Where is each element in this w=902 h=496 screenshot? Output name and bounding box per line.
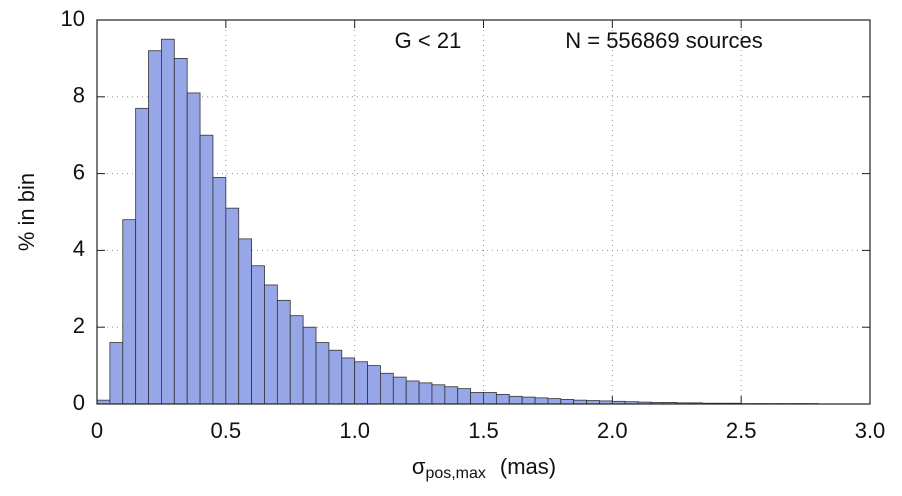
bar <box>252 266 265 404</box>
bar <box>393 377 406 404</box>
annotation: N = 556869 sources <box>565 28 763 53</box>
x-tick-label: 1.5 <box>468 418 499 443</box>
bar <box>226 208 239 404</box>
bar <box>110 343 123 404</box>
bar <box>458 389 471 404</box>
bar <box>303 327 316 404</box>
x-tick-label: 2.0 <box>597 418 628 443</box>
bar <box>355 362 368 404</box>
bar <box>136 108 149 404</box>
bar <box>123 220 136 404</box>
y-axis-label: % in bin <box>14 173 39 251</box>
x-tick-label: 1.0 <box>339 418 370 443</box>
bar <box>535 398 548 404</box>
x-label-unit: (mas) <box>500 454 556 479</box>
y-tick-label: 8 <box>73 83 85 108</box>
y-tick-label: 6 <box>73 159 85 184</box>
bar <box>342 358 355 404</box>
bar <box>368 366 381 404</box>
bar <box>316 343 329 404</box>
x-label-subscript: pos,max <box>425 465 485 482</box>
bar <box>496 394 509 404</box>
bar <box>149 51 162 404</box>
bar <box>548 399 561 404</box>
bar <box>406 381 419 404</box>
y-tick-label: 10 <box>61 6 85 31</box>
x-tick-label: 3.0 <box>855 418 886 443</box>
bar <box>484 392 497 404</box>
x-tick-label: 0.5 <box>211 418 242 443</box>
y-tick-label: 0 <box>73 390 85 415</box>
bar <box>380 373 393 404</box>
bar <box>509 396 522 404</box>
x-tick-label: 0 <box>91 418 103 443</box>
bar <box>329 350 342 404</box>
bar <box>290 316 303 404</box>
bar <box>213 177 226 404</box>
bar <box>522 397 535 404</box>
x-axis-label: σpos,max (mas) <box>412 454 556 482</box>
x-label-symbol: σ <box>412 454 426 479</box>
bar <box>432 385 445 404</box>
y-tick-label: 2 <box>73 313 85 338</box>
x-tick-label: 2.5 <box>726 418 757 443</box>
bar <box>264 285 277 404</box>
bar <box>419 383 432 404</box>
bar <box>277 300 290 404</box>
annotation: G < 21 <box>395 28 462 53</box>
bar <box>174 58 187 404</box>
bar <box>161 39 174 404</box>
bar <box>200 135 213 404</box>
bar <box>187 93 200 404</box>
bar <box>445 387 458 404</box>
bar <box>561 399 574 404</box>
bar <box>471 392 484 404</box>
y-tick-label: 4 <box>73 236 85 261</box>
bar <box>239 239 252 404</box>
